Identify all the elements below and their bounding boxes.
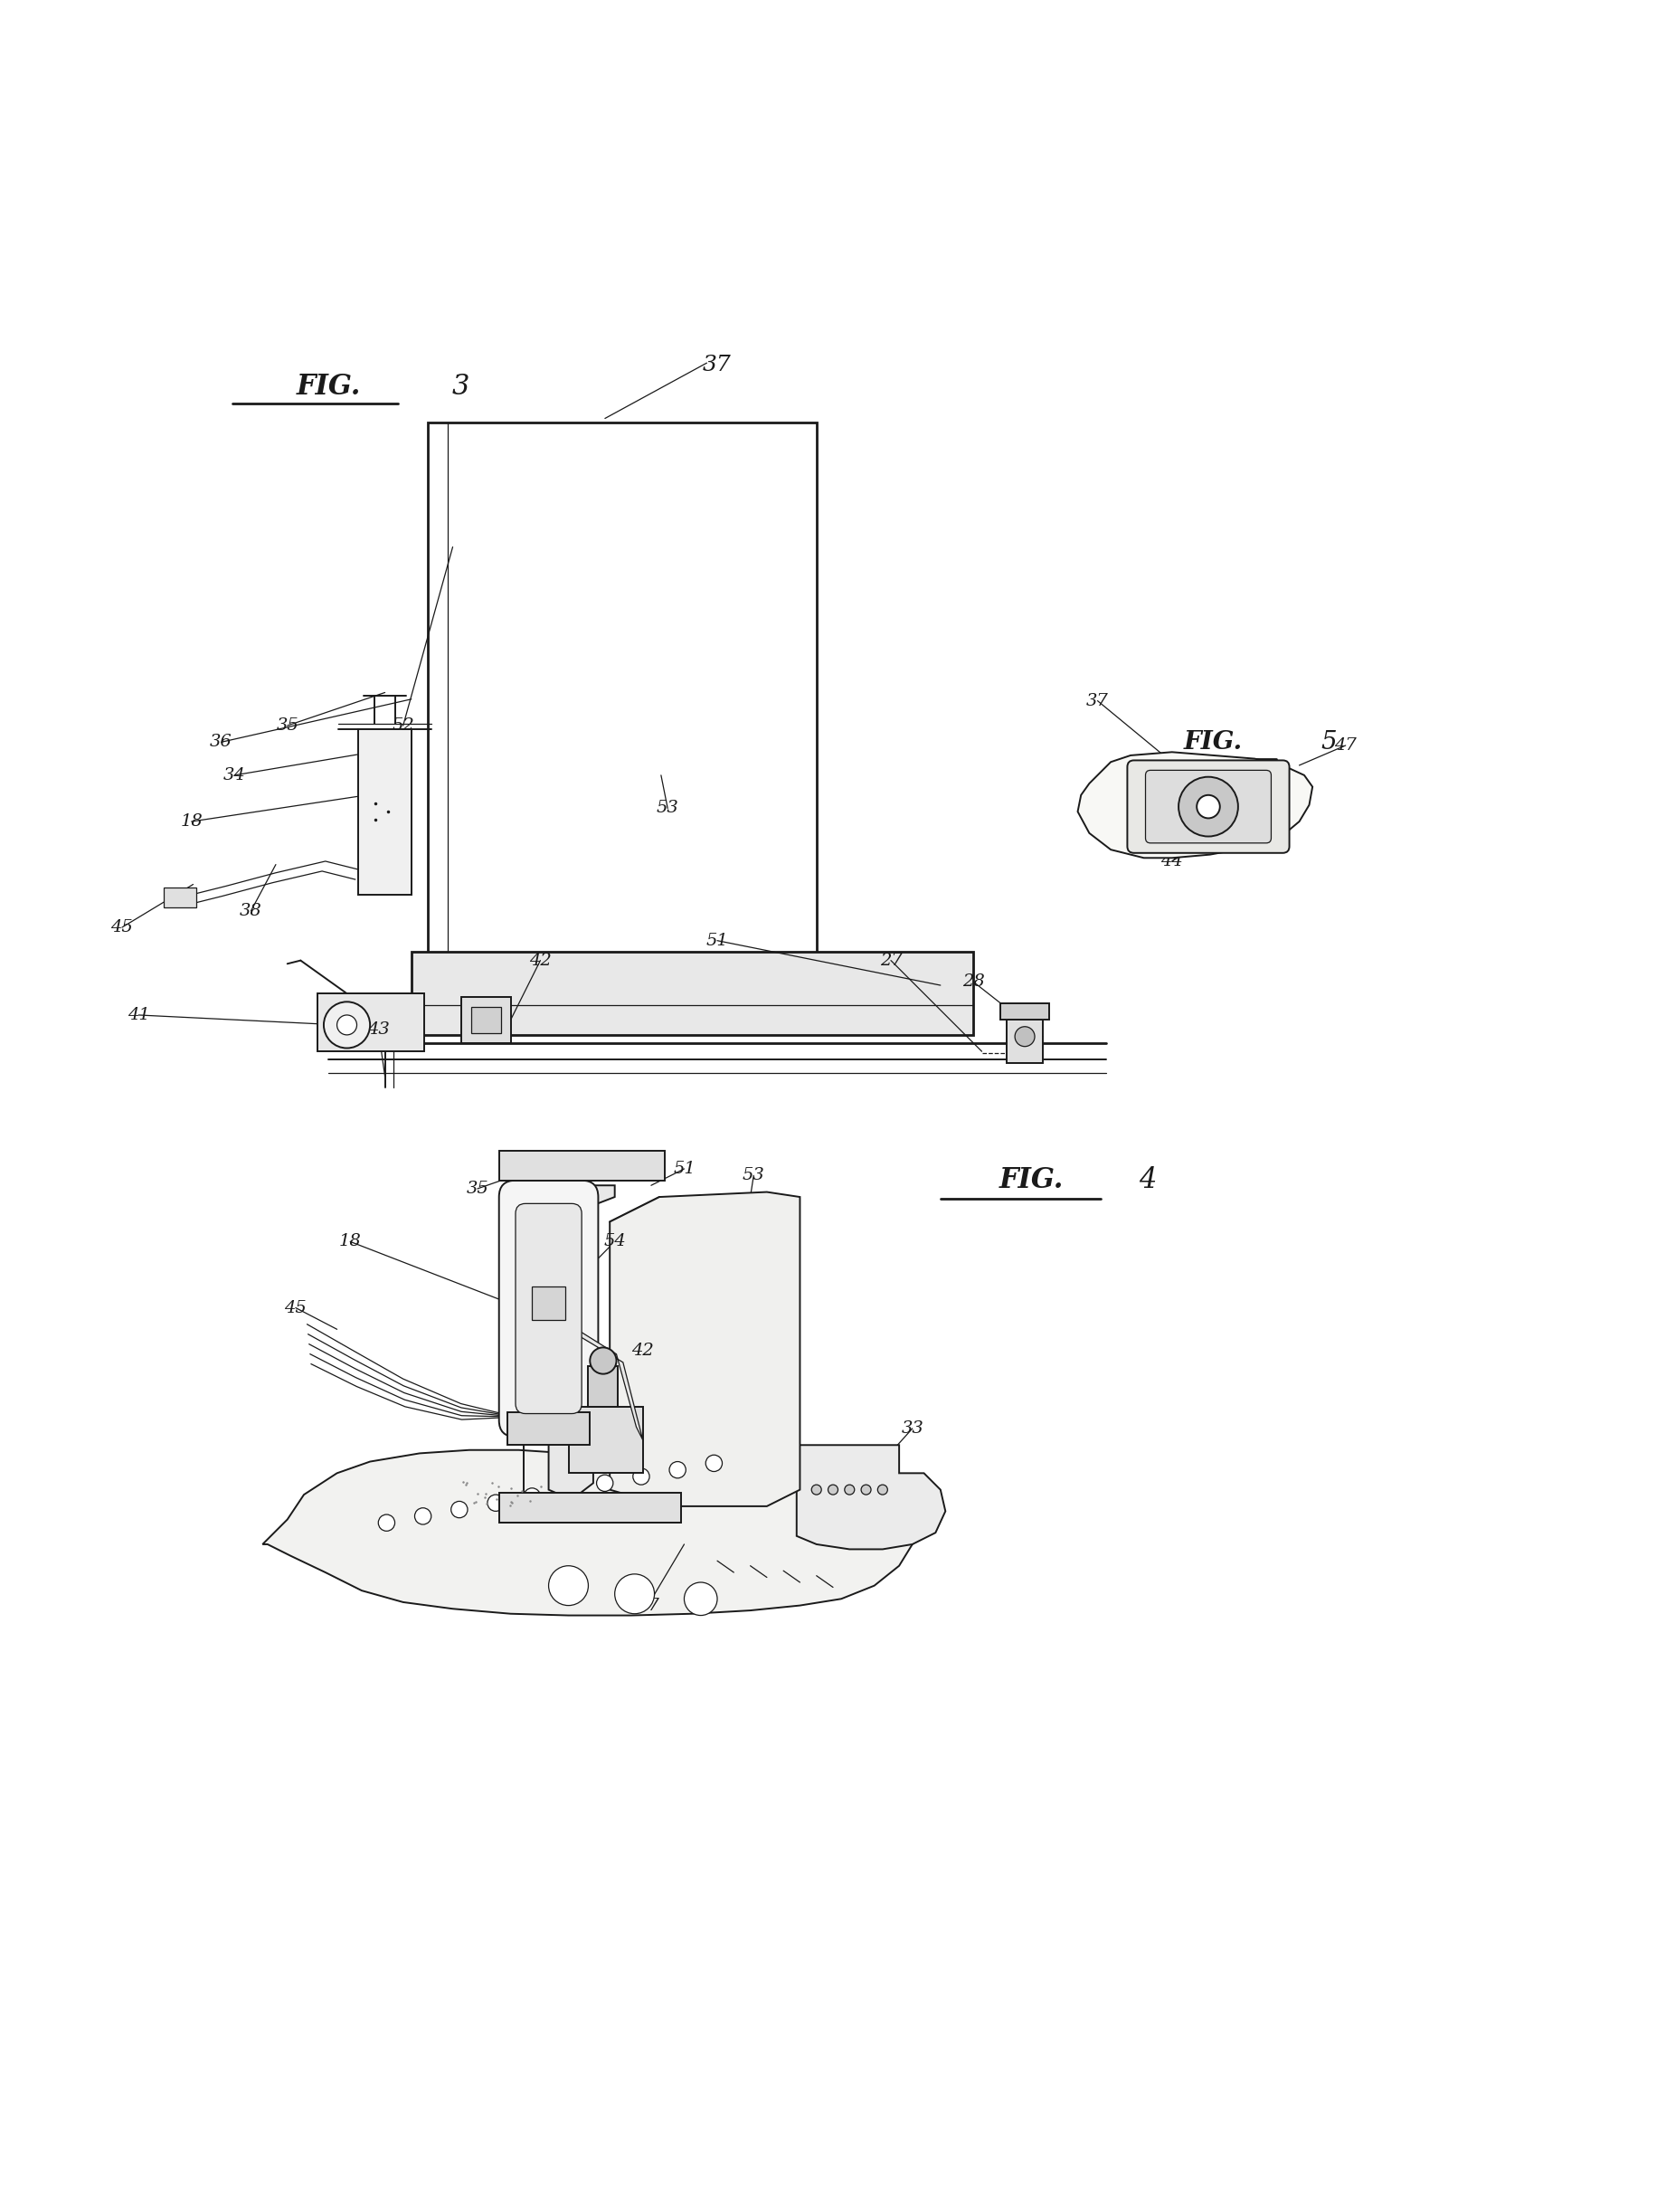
Circle shape (337, 1015, 357, 1035)
Text: 34: 34 (223, 768, 245, 783)
Circle shape (845, 1484, 855, 1495)
Circle shape (685, 1582, 718, 1615)
Text: FIG.: FIG. (1185, 730, 1243, 754)
Text: 52: 52 (581, 1168, 605, 1183)
Bar (500, 1150, 665, 1181)
Circle shape (1196, 794, 1220, 818)
Circle shape (451, 1502, 468, 1517)
Bar (163, 887, 197, 907)
Circle shape (560, 1482, 576, 1498)
Circle shape (1178, 776, 1238, 836)
Text: 45: 45 (285, 1301, 307, 1316)
FancyBboxPatch shape (1146, 770, 1271, 843)
Circle shape (615, 1575, 655, 1615)
Circle shape (633, 1469, 650, 1484)
FancyBboxPatch shape (1128, 761, 1289, 854)
Text: 18: 18 (338, 1234, 362, 1250)
Text: 41: 41 (127, 1006, 150, 1024)
Circle shape (323, 1002, 370, 1048)
FancyBboxPatch shape (500, 1181, 598, 1438)
Circle shape (878, 1484, 888, 1495)
Polygon shape (1078, 752, 1313, 858)
Bar (428, 422, 816, 1011)
Circle shape (861, 1484, 871, 1495)
Text: 42: 42 (631, 1343, 655, 1358)
Text: 28: 28 (963, 973, 985, 991)
Bar (531, 1287, 565, 1321)
Circle shape (706, 1455, 723, 1471)
Polygon shape (548, 1186, 615, 1500)
Text: 3: 3 (451, 372, 470, 400)
Bar (358, 730, 412, 894)
Circle shape (596, 1475, 613, 1491)
Bar (317, 993, 425, 1051)
Text: 35: 35 (466, 1181, 488, 1197)
Text: 18: 18 (180, 814, 203, 830)
Text: 43: 43 (367, 1022, 390, 1037)
Text: 53: 53 (743, 1168, 765, 1183)
Text: 27: 27 (636, 1597, 660, 1613)
Text: 37: 37 (1086, 692, 1110, 708)
Text: 47: 47 (1334, 737, 1356, 754)
Bar (412, 951, 973, 1035)
Text: 45: 45 (112, 920, 133, 936)
Polygon shape (263, 1451, 913, 1615)
Text: 51: 51 (706, 933, 728, 949)
Circle shape (670, 1462, 686, 1478)
Text: 38: 38 (240, 902, 262, 918)
Text: 36: 36 (210, 734, 233, 750)
Bar (461, 998, 510, 1044)
Text: 33: 33 (901, 1420, 923, 1436)
Bar (500, 1493, 681, 1522)
Circle shape (488, 1495, 505, 1511)
Text: 52: 52 (392, 717, 415, 734)
Text: FIG.: FIG. (1000, 1166, 1063, 1194)
Polygon shape (610, 1192, 800, 1506)
Circle shape (548, 1566, 588, 1606)
Circle shape (590, 1347, 616, 1374)
Polygon shape (796, 1444, 945, 1548)
Text: 51: 51 (673, 1161, 695, 1177)
Bar (471, 1006, 501, 1033)
Text: 44: 44 (1161, 854, 1183, 869)
Circle shape (523, 1489, 540, 1504)
Bar (506, 1411, 590, 1444)
Text: 53: 53 (656, 801, 678, 816)
Circle shape (1015, 1026, 1035, 1046)
Text: 37: 37 (703, 354, 731, 376)
Text: 42: 42 (530, 953, 551, 969)
Circle shape (811, 1484, 821, 1495)
FancyBboxPatch shape (515, 1203, 581, 1413)
Text: 54: 54 (603, 1234, 626, 1250)
Circle shape (828, 1484, 838, 1495)
Text: 35: 35 (277, 717, 298, 734)
Text: FIG.: FIG. (297, 372, 362, 400)
Bar (568, 1407, 643, 1473)
Bar (588, 1365, 618, 1407)
Text: 4: 4 (1138, 1166, 1156, 1194)
Bar (1006, 1018, 1043, 1064)
Text: 5: 5 (1321, 730, 1338, 754)
Circle shape (415, 1509, 431, 1524)
Circle shape (378, 1515, 395, 1531)
Text: 27: 27 (880, 953, 901, 969)
Polygon shape (576, 1329, 643, 1440)
Bar (1000, 1004, 1050, 1020)
